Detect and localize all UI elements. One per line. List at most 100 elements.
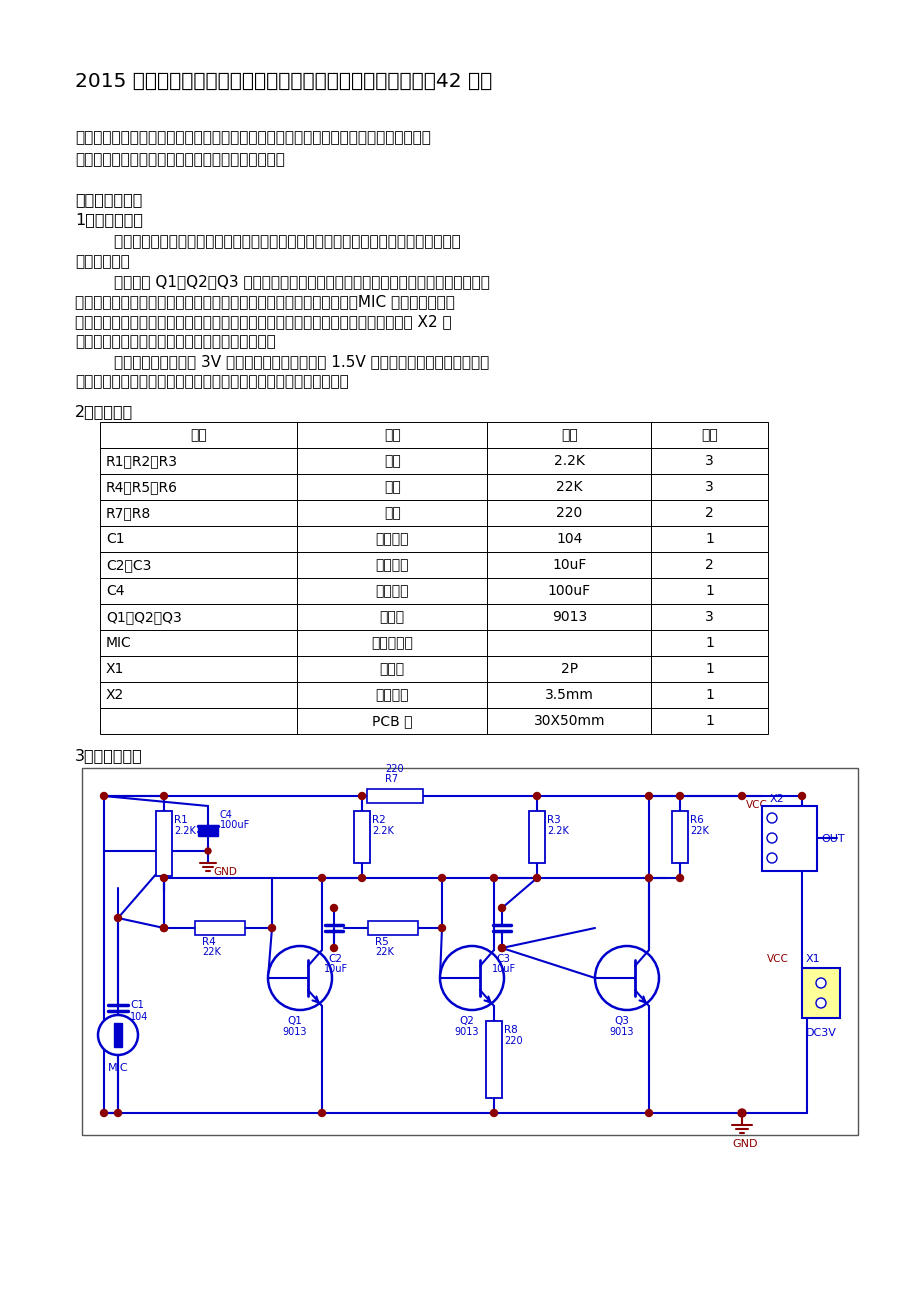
Text: Q1: Q1 [288,1016,302,1026]
Bar [100,474,297,500]
Text: R6: R6 [689,815,703,825]
Circle shape [815,978,825,988]
Text: R3: R3 [547,815,561,825]
Text: 电阻: 电阻 [383,506,400,519]
Bar [82,768,857,1135]
Bar [368,921,417,935]
Text: 位号: 位号 [190,428,207,441]
Text: 2、元件清单: 2、元件清单 [75,404,133,419]
Text: 22K: 22K [689,825,709,836]
Text: 1: 1 [704,533,713,546]
Circle shape [439,947,504,1010]
Text: 22K: 22K [375,947,393,957]
Circle shape [798,793,805,799]
Text: 2015 年《模拟电子技术》课程单元电路设计与制作参考电路（42 个）: 2015 年《模拟电子技术》课程单元电路设计与制作参考电路（42 个） [75,72,492,91]
Text: 10uF: 10uF [551,559,585,572]
Text: C3: C3 [495,954,509,963]
Text: R1、R2、R3: R1、R2、R3 [106,454,177,467]
Text: 微弱的声音信号由话筒变成电信号，经过音频放大电路的多级放大，最后由耳机插座 X2 输: 微弱的声音信号由话筒变成电信号，经过音频放大电路的多级放大，最后由耳机插座 X2… [75,314,451,329]
Bar [297,500,487,526]
Circle shape [100,793,108,799]
Text: 9013: 9013 [454,1027,479,1036]
Circle shape [675,793,683,799]
Circle shape [100,1109,108,1117]
Circle shape [815,999,825,1008]
Text: 3: 3 [704,480,713,493]
Bar [487,474,651,500]
Text: C4: C4 [220,810,233,820]
Text: X1: X1 [106,661,124,676]
Circle shape [358,793,365,799]
Bar [100,656,297,682]
Text: 3、电路原理图: 3、电路原理图 [75,749,142,763]
Bar [297,604,487,630]
Circle shape [533,875,540,881]
Bar [651,526,767,552]
Text: DC3V: DC3V [805,1029,836,1038]
Text: 1: 1 [704,687,713,702]
Text: 22K: 22K [202,947,221,957]
Bar [487,708,651,734]
Circle shape [438,924,445,931]
Text: 出，输出的信号由外接的耳机或扬声器发出声音。: 出，输出的信号由外接的耳机或扬声器发出声音。 [75,335,276,349]
Circle shape [595,947,658,1010]
Bar [651,500,767,526]
Circle shape [358,875,365,881]
Text: 名称: 名称 [383,428,400,441]
Text: 电阻: 电阻 [383,480,400,493]
Circle shape [160,924,167,931]
Text: PCB 板: PCB 板 [371,713,412,728]
Bar [671,811,687,863]
Bar [100,448,297,474]
Text: 100uF: 100uF [547,585,590,598]
Bar [100,526,297,552]
Text: 前两级是一种具有电压负反馈的偏置电路，能起到稳定工作点的作用。MIC 是驻极体话筒，: 前两级是一种具有电压负反馈的偏置电路，能起到稳定工作点的作用。MIC 是驻极体话… [75,294,454,309]
Bar [100,500,297,526]
Text: C2、C3: C2、C3 [106,559,152,572]
Text: OUT: OUT [820,835,844,844]
Bar [651,682,767,708]
Text: R1: R1 [174,815,187,825]
Bar [651,552,767,578]
Bar [367,789,423,803]
Text: C4: C4 [106,585,124,598]
Text: 要求：按照下面提供的电路图，工作原理说明，元器件清单设计及制作单元电路，然后测: 要求：按照下面提供的电路图，工作原理说明，元器件清单设计及制作单元电路，然后测 [75,130,430,145]
Circle shape [533,793,540,799]
Bar [761,806,816,871]
Bar [651,708,767,734]
Text: 1: 1 [704,713,713,728]
Circle shape [490,875,497,881]
Circle shape [498,905,505,911]
Text: X2: X2 [769,794,784,805]
Bar [100,682,297,708]
Bar [114,1023,122,1047]
Bar [100,630,297,656]
Text: Q1、Q2、Q3: Q1、Q2、Q3 [106,611,182,624]
Text: 数量: 数量 [700,428,717,441]
Text: R7、R8: R7、R8 [106,506,151,519]
Text: R8: R8 [504,1025,517,1035]
Text: GND: GND [732,1139,756,1148]
Text: 多级放大器电路是把若干个单管放大电路串接起来，把信号经过多级放大，达到所需要: 多级放大器电路是把若干个单管放大电路串接起来，把信号经过多级放大，达到所需要 [75,234,460,249]
Text: 10uF: 10uF [323,963,347,974]
Text: 3: 3 [704,454,713,467]
Text: VCC: VCC [745,799,767,810]
Text: R2: R2 [371,815,385,825]
Text: 电解电容: 电解电容 [375,559,409,572]
Text: 220: 220 [384,764,403,773]
Circle shape [645,793,652,799]
Bar [100,604,297,630]
Bar [156,811,172,876]
Text: 2.2K: 2.2K [547,825,568,836]
Text: GND: GND [213,867,236,878]
Bar [487,578,651,604]
Circle shape [766,833,777,842]
Circle shape [114,914,121,922]
Bar [528,811,544,863]
Text: VCC: VCC [766,954,788,963]
Bar [487,656,651,682]
Circle shape [766,853,777,863]
Bar [487,630,651,656]
Text: 三极管: 三极管 [380,611,404,624]
Circle shape [738,793,744,799]
